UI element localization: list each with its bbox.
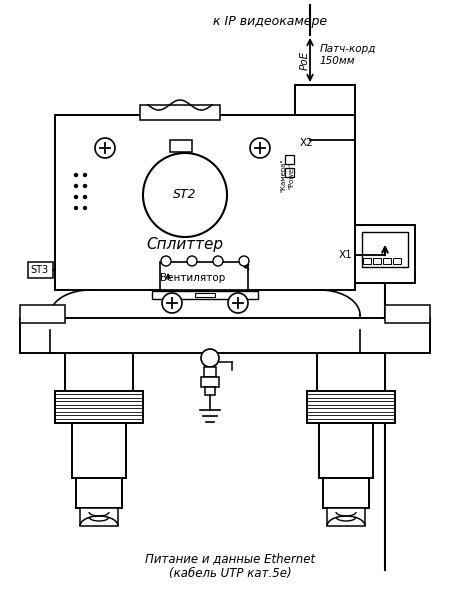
Bar xyxy=(20,318,430,353)
Bar xyxy=(160,262,248,290)
Circle shape xyxy=(162,293,182,313)
Bar xyxy=(20,305,65,323)
Circle shape xyxy=(187,256,197,266)
Circle shape xyxy=(161,256,171,266)
Bar xyxy=(307,391,395,423)
Bar xyxy=(65,353,133,391)
Text: Питание и данные Ethernet: Питание и данные Ethernet xyxy=(145,552,315,565)
Bar xyxy=(140,105,220,120)
Bar xyxy=(362,232,408,267)
Bar xyxy=(295,85,355,140)
Bar xyxy=(80,508,118,526)
Bar xyxy=(285,155,294,164)
Text: "Power": "Power" xyxy=(288,161,294,188)
Bar xyxy=(55,115,355,290)
Circle shape xyxy=(83,184,87,188)
Text: ST2: ST2 xyxy=(173,188,197,202)
Bar xyxy=(327,508,365,526)
Bar xyxy=(383,258,391,264)
Bar xyxy=(205,387,215,395)
Bar xyxy=(319,423,373,478)
Bar xyxy=(323,478,369,508)
Text: (кабель UTP кат.5e): (кабель UTP кат.5e) xyxy=(169,567,291,580)
Circle shape xyxy=(74,206,78,210)
Bar xyxy=(55,391,143,423)
Bar xyxy=(385,305,430,323)
Circle shape xyxy=(228,293,248,313)
Circle shape xyxy=(83,173,87,177)
Bar xyxy=(393,258,401,264)
Text: к IP видеокамере: к IP видеокамере xyxy=(213,15,327,28)
Circle shape xyxy=(83,206,87,210)
Text: Сплиттер: Сплиттер xyxy=(147,238,224,253)
Bar xyxy=(170,140,192,152)
Text: X2: X2 xyxy=(300,138,314,148)
Circle shape xyxy=(74,173,78,177)
Bar xyxy=(195,293,215,297)
Text: "Камера": "Камера" xyxy=(280,158,286,192)
Circle shape xyxy=(95,138,115,158)
Bar xyxy=(152,291,258,299)
Bar xyxy=(285,168,294,177)
Text: Патч-корд
150мм: Патч-корд 150мм xyxy=(320,44,376,66)
Circle shape xyxy=(201,349,219,367)
Bar xyxy=(373,258,381,264)
Bar xyxy=(72,423,126,478)
Bar xyxy=(204,367,216,377)
Circle shape xyxy=(83,195,87,199)
Bar xyxy=(317,353,385,391)
Circle shape xyxy=(239,256,249,266)
Text: X1: X1 xyxy=(338,250,352,260)
Circle shape xyxy=(74,195,78,199)
Text: PoE: PoE xyxy=(300,50,310,70)
Circle shape xyxy=(74,184,78,188)
Circle shape xyxy=(143,153,227,237)
Text: Вентилятор: Вентилятор xyxy=(160,273,225,283)
Circle shape xyxy=(213,256,223,266)
Text: ST3: ST3 xyxy=(30,265,48,275)
Bar xyxy=(355,225,415,283)
Bar xyxy=(76,478,122,508)
Circle shape xyxy=(250,138,270,158)
Bar xyxy=(28,262,53,278)
Bar xyxy=(201,377,219,387)
Bar xyxy=(363,258,371,264)
